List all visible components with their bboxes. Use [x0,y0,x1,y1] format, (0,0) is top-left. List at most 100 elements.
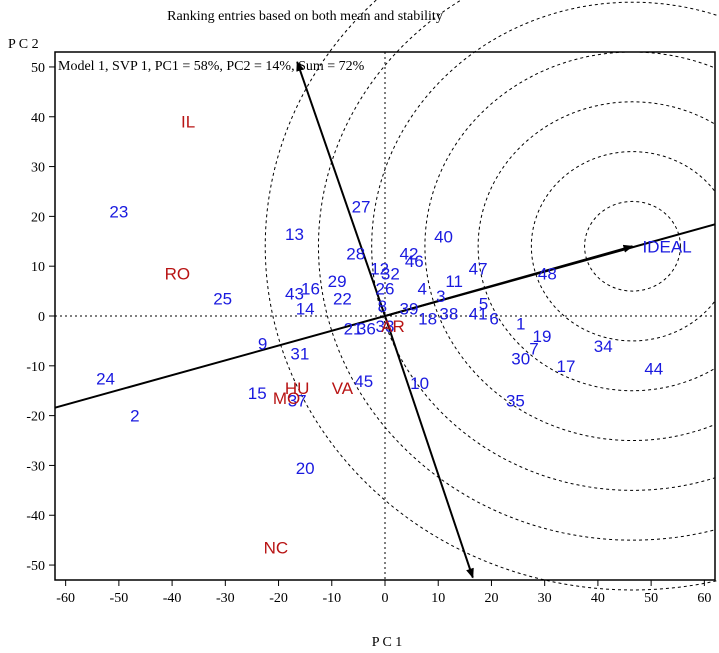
circle-1 [584,200,681,292]
x-tick-label: 20 [484,591,498,606]
entry-label-7: 7 [529,339,538,358]
x-tick-label: 30 [538,591,552,606]
y-tick-label: 40 [31,111,45,126]
entry-label-4: 4 [418,280,427,299]
entry-label-37: 37 [288,392,307,411]
entry-label-41: 41 [469,305,488,324]
x-tick-label: -50 [110,591,129,606]
entry-label-12: 12 [370,260,389,279]
y-tick-label: -40 [26,509,45,524]
y-tick-label: -30 [26,459,45,474]
entry-label-8: 8 [378,297,387,316]
y-tick-label: 50 [31,61,45,76]
environment-label-ar: AR [381,317,405,336]
x-tick-label: 40 [591,591,605,606]
x-tick-label: 50 [644,591,658,606]
entry-label-32: 32 [381,265,400,284]
environment-label-va: VA [332,379,354,398]
entry-label-38: 38 [439,305,458,324]
environment-label-mo: MO [273,389,300,408]
entry-label-15: 15 [248,384,267,403]
entry-label-17: 17 [557,357,576,376]
y-tick-label: 10 [31,260,45,275]
chart-subtitle: Model 1, SVP 1, PC1 = 58%, PC2 = 14%, Su… [58,59,365,74]
entry-label-16: 16 [301,280,320,299]
entry-label-23: 23 [109,202,128,221]
entry-label-29: 29 [328,272,347,291]
y-tick-label: -20 [26,410,45,425]
circle-5 [371,52,715,491]
entry-label-3: 3 [436,287,445,306]
entry-label-6: 6 [489,309,498,328]
concentric-circles [264,52,715,580]
y-tick-label: -50 [26,559,45,574]
entry-label-42: 42 [399,245,418,264]
x-tick-label: 0 [382,591,389,606]
environment-label-nc: NC [264,539,289,558]
entry-label-11: 11 [445,272,463,291]
ideal-arrow [384,244,634,317]
x-tick-label: 10 [431,591,445,606]
x-tick-label: 60 [697,591,711,606]
entry-label-26: 26 [376,280,395,299]
x-tick-label: -20 [269,591,288,606]
entry-label-ideal: IDEAL [643,237,692,256]
entry-label-36: 36 [357,319,376,338]
x-tick-label: -60 [56,591,75,606]
entry-label-25: 25 [213,290,232,309]
entry-label-10: 10 [410,374,429,393]
entry-label-31: 31 [290,344,309,363]
entry-label-45: 45 [354,372,373,391]
entry-label-44: 44 [644,359,663,378]
chart-title: Ranking entries based on both mean and s… [167,9,443,24]
entry-label-30: 30 [511,349,530,368]
entry-label-46: 46 [405,252,424,271]
circle-7 [264,52,548,580]
circle-2 [530,151,715,342]
x-tick-label: -30 [216,591,235,606]
x-tick-label: -40 [163,591,182,606]
entry-label-9: 9 [258,334,267,353]
y-axis-ticks: -50 -40 -30 -20 -10 0 10 20 30 40 50 [26,61,55,574]
entry-label-19: 19 [533,327,552,346]
entry-label-2: 2 [130,407,139,426]
entry-label-13: 13 [285,225,304,244]
x-tick-label: -10 [322,591,341,606]
entry-label-5: 5 [479,295,488,314]
x-axis-ticks: -60 -50 -40 -30 -20 -10 0 10 20 30 40 50 60 [56,580,711,606]
entry-label-33: 33 [376,317,395,336]
entry-label-22: 22 [333,290,352,309]
biplot-vectors [54,61,716,579]
entry-label-39: 39 [399,300,418,319]
entry-label-48: 48 [538,265,557,284]
perpendicular-arrow-1 [296,61,386,317]
entry-label-47: 47 [469,260,488,279]
entry-label-43: 43 [285,285,304,304]
entry-label-1: 1 [516,314,525,333]
data-points: 1234567891011121314151617181920212223242… [96,113,692,558]
circle-3 [477,101,715,392]
perpendicular-arrow-2 [384,315,474,579]
entry-label-20: 20 [296,459,315,478]
entry-label-27: 27 [352,197,371,216]
entry-label-21: 21 [344,319,363,338]
y-tick-label: -10 [26,360,45,375]
entry-label-34: 34 [594,337,613,356]
entry-label-18: 18 [418,309,437,328]
entry-label-24: 24 [96,369,115,388]
environment-label-il: IL [181,113,195,132]
entry-label-40: 40 [434,227,453,246]
y-tick-label: 0 [38,310,45,325]
entry-label-35: 35 [506,392,525,411]
environment-label-ro: RO [165,265,191,284]
entry-label-14: 14 [296,300,315,319]
entry-label-28: 28 [346,245,365,264]
y-tick-label: 20 [31,210,45,225]
y-tick-label: 30 [31,161,45,176]
circle-6 [318,52,715,541]
environment-label-hu: HU [285,379,310,398]
y-axis-label: P C 2 [8,37,39,52]
x-axis-label: P C 1 [372,635,403,650]
circle-4 [424,52,715,441]
